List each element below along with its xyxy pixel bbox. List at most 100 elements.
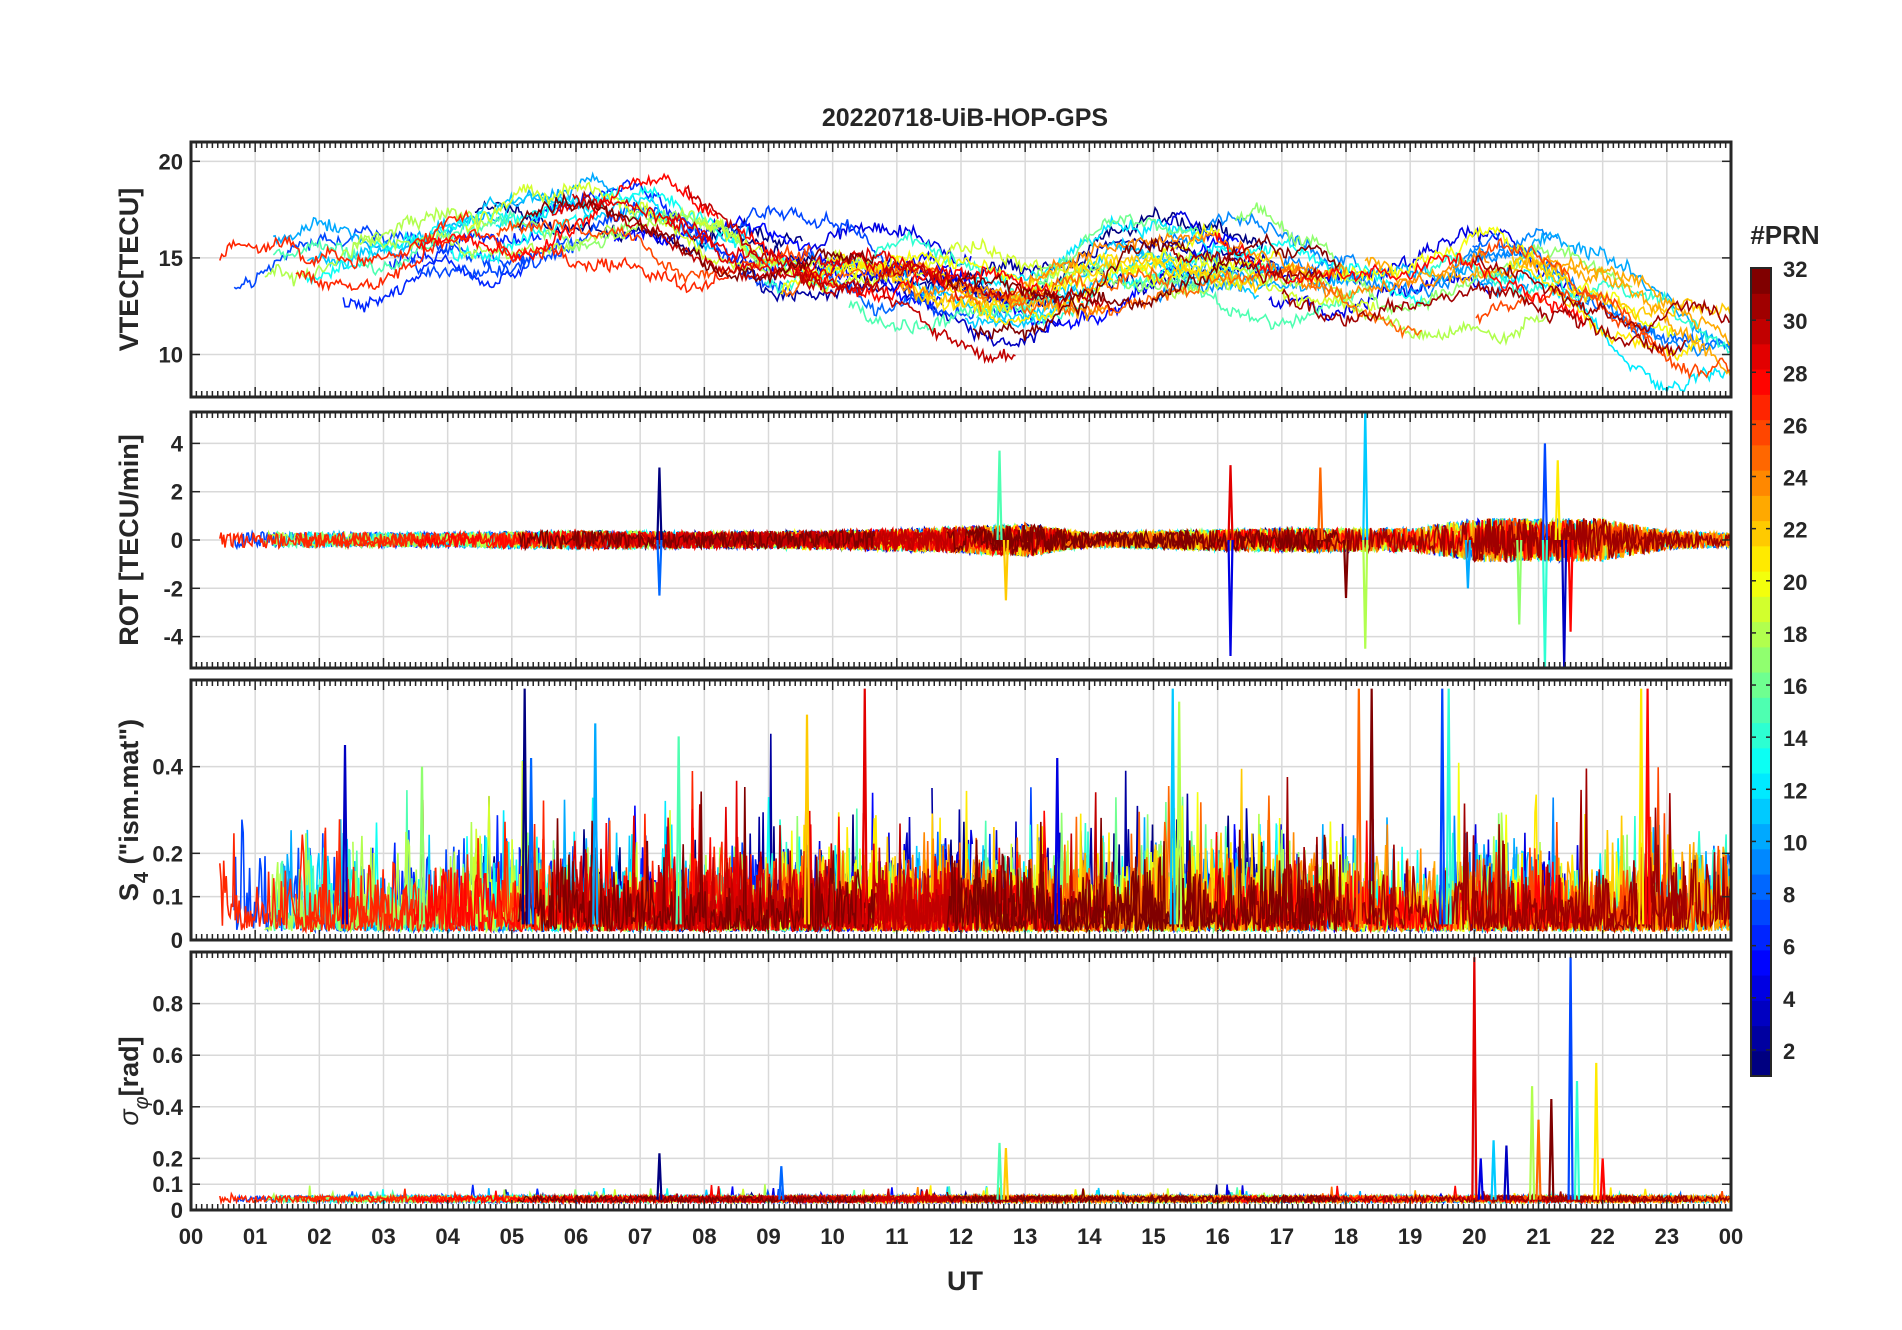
spike-sigma-10 — [1567, 957, 1574, 1200]
colorbar-band-31 — [1751, 293, 1771, 320]
xtick-label-8: 08 — [692, 1224, 716, 1249]
series-vtec-prn16 — [964, 213, 1201, 312]
spike-sigma-0 — [656, 1153, 663, 1200]
spike-sigma-11 — [1573, 1080, 1581, 1200]
xtick-label-2: 02 — [307, 1224, 331, 1249]
ticks-sigma — [190, 952, 1732, 1211]
series-s4-prn31 — [1472, 789, 1731, 934]
colorbar-label-4: 10 — [1783, 830, 1807, 855]
series-vtec-prn22 — [1511, 251, 1731, 322]
series-vtec-prn28 — [1214, 232, 1586, 328]
spike-s4-13 — [1644, 688, 1651, 925]
xtick-label-20: 20 — [1462, 1224, 1486, 1249]
colorbar-band-26 — [1751, 419, 1771, 446]
grid-sigma — [190, 952, 1732, 1211]
series-s4-prn31 — [1281, 768, 1688, 933]
xtick-label-4: 04 — [435, 1224, 460, 1249]
xtick-label-15: 15 — [1141, 1224, 1165, 1249]
colorbar-band-1 — [1751, 1050, 1771, 1077]
ytick-label-sigma-4: 0.6 — [152, 1043, 183, 1068]
spike-rot-14 — [1561, 539, 1568, 668]
colorbar-label-10: 22 — [1783, 518, 1807, 543]
spike-sigma-8 — [1535, 1119, 1542, 1200]
xtick-label-16: 16 — [1205, 1224, 1229, 1249]
series-vtec-prn32 — [972, 236, 1191, 342]
y-axis-label-s4: S4 ("ism.mat") — [114, 719, 153, 901]
series-s4 — [219, 688, 1731, 935]
colorbar-label-3: 8 — [1783, 883, 1795, 908]
series-vtec-prn18 — [264, 206, 489, 287]
colorbar-title: #PRN — [1750, 220, 1819, 250]
series-sigma — [219, 957, 1731, 1206]
ytick-label-rot-4: 4 — [171, 431, 184, 456]
colorbar-band-32 — [1751, 268, 1771, 294]
spike-s4-9 — [1368, 688, 1375, 925]
spike-s4-5 — [1054, 757, 1061, 925]
series-vtec-prn29 — [665, 212, 961, 301]
spike-s4-10 — [1439, 688, 1446, 925]
series-vtec-prn31 — [1472, 254, 1731, 333]
colorbar-band-20 — [1751, 571, 1771, 597]
xtick-label-9: 09 — [756, 1224, 780, 1249]
colorbar-band-19 — [1751, 596, 1771, 623]
xtick-label-17: 17 — [1270, 1224, 1294, 1249]
ytick-label-sigma-5: 0.8 — [152, 992, 183, 1017]
ytick-label-vtec-0: 10 — [159, 343, 183, 368]
series-s4-prn32 — [972, 821, 1192, 935]
colorbar-label-14: 30 — [1783, 309, 1807, 334]
xtick-label-22: 22 — [1590, 1224, 1614, 1249]
spike-s4-12 — [1638, 688, 1645, 925]
series-rot-prn31 — [1472, 517, 1731, 564]
series-s4-prn30 — [571, 804, 1017, 934]
xtick-label-7: 07 — [628, 1224, 652, 1249]
ytick-label-s4-0: 0 — [171, 928, 183, 953]
colorbar-label-13: 28 — [1783, 361, 1807, 386]
series-vtec-prn30 — [571, 190, 1016, 365]
spike-rot-8 — [1317, 467, 1324, 541]
series-vtec-prn32 — [517, 191, 875, 285]
colorbar-label-8: 18 — [1783, 622, 1807, 647]
series-rot — [219, 412, 1731, 668]
y-axis-label-vtec: VTEC[TECU] — [114, 188, 144, 352]
spike-sigma-1 — [778, 1166, 785, 1200]
spike-s4-3 — [803, 714, 811, 925]
xtick-label-6: 06 — [564, 1224, 588, 1249]
spike-rot-16 — [1516, 539, 1523, 625]
series-vtec-prn12 — [1493, 268, 1731, 394]
spike-s4-2 — [675, 736, 682, 925]
spike-rot-5 — [1227, 539, 1234, 656]
ytick-label-sigma-1: 0.1 — [152, 1172, 183, 1197]
spike-sigma-5 — [1477, 1158, 1484, 1200]
series-sigma-prn32 — [972, 1193, 1192, 1205]
xtick-label-10: 10 — [820, 1224, 844, 1249]
y-axis-label-sigma: σφ[rad] — [114, 1036, 153, 1125]
series-vtec-prn19 — [695, 217, 1078, 293]
colorbar-label-0: 2 — [1783, 1039, 1795, 1064]
colorbar-label-2: 6 — [1783, 935, 1795, 960]
colorbar-label-7: 16 — [1783, 674, 1807, 699]
spike-s4-16 — [418, 766, 426, 925]
spike-sigma-3 — [1002, 1148, 1010, 1200]
colorbar-band-21 — [1751, 545, 1771, 572]
colorbar-label-6: 14 — [1783, 726, 1808, 751]
ytick-label-sigma-3: 0.4 — [152, 1095, 183, 1120]
colorbar-label-1: 4 — [1783, 987, 1796, 1012]
colorbar-band-25 — [1751, 444, 1771, 471]
ytick-label-s4-3: 0.4 — [152, 755, 183, 780]
spike-rot-10 — [1541, 443, 1549, 541]
spike-sigma-14 — [1503, 1145, 1510, 1200]
spike-rot-4 — [1227, 465, 1234, 541]
spike-s4-11 — [1445, 688, 1452, 925]
xtick-label-14: 14 — [1077, 1224, 1102, 1249]
colorbar-label-12: 26 — [1783, 413, 1807, 438]
colorbar-band-14 — [1751, 722, 1771, 749]
spike-rot-12 — [1554, 460, 1561, 541]
spike-s4-4 — [861, 688, 868, 925]
x-axis-label: UT — [947, 1266, 983, 1296]
panel-s4: 0 0.1 0.2 0.4S4 ("ism.mat") — [114, 678, 1733, 953]
spike-rot-7 — [1362, 539, 1369, 649]
series-vtec-prn31 — [1281, 280, 1687, 358]
series-vtec-prn15 — [272, 209, 515, 277]
colorbar-band-2 — [1751, 1025, 1771, 1052]
